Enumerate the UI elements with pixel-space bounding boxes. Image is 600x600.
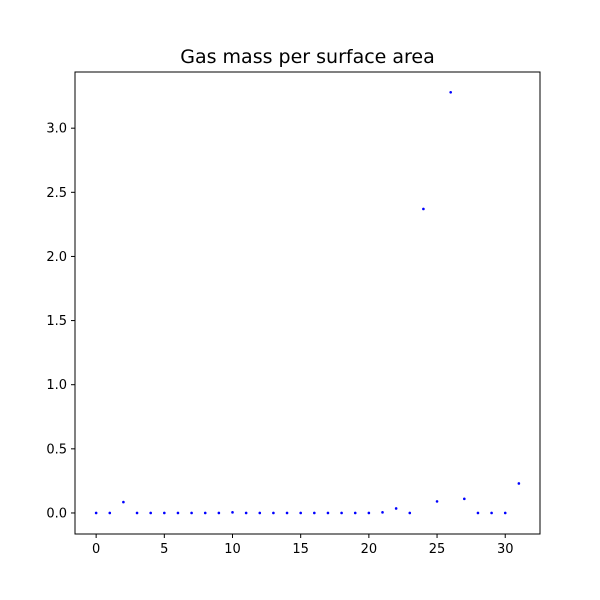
data-point [394, 507, 398, 510]
data-point [176, 511, 180, 515]
data-point [435, 500, 439, 503]
y-tick-label: 0.0 [46, 506, 67, 521]
data-point [449, 90, 452, 94]
data-point [463, 497, 466, 501]
data-point [476, 511, 480, 515]
x-tick-label: 5 [160, 542, 168, 557]
data-point [422, 207, 425, 211]
y-tick-label: 2.0 [46, 250, 67, 265]
plot-area-frame [74, 71, 541, 535]
data-point [122, 500, 125, 504]
y-tick-label: 1.0 [46, 378, 67, 393]
data-point [326, 511, 330, 515]
data-point [340, 511, 343, 515]
data-point [190, 511, 193, 515]
data-point [381, 511, 384, 514]
x-tick-label: 25 [429, 542, 446, 557]
data-point [503, 511, 507, 515]
data-point [94, 511, 98, 515]
data-point [149, 511, 152, 515]
x-tick-label: 30 [497, 542, 514, 557]
x-tick-label: 20 [361, 542, 378, 557]
data-point [203, 511, 207, 515]
data-point [217, 511, 221, 515]
chart-title: Gas mass per surface area [180, 46, 435, 68]
y-axis: 0.0 0.5 1.0 1.5 2.0 2.5 3.0 [46, 122, 75, 521]
y-tick-label: 1.5 [46, 314, 67, 329]
y-tick-label: 2.5 [46, 186, 67, 201]
data-point [367, 511, 371, 515]
data-point [353, 511, 357, 515]
x-tick-label: 0 [92, 542, 100, 557]
data-point [517, 482, 521, 485]
x-tick-label: 10 [224, 542, 241, 557]
data-point [408, 511, 412, 515]
x-tick-label: 15 [292, 542, 309, 557]
data-point [313, 511, 316, 515]
y-tick-label: 3.0 [46, 122, 67, 137]
data-point [231, 511, 234, 514]
scatter-series [94, 90, 521, 515]
data-point [163, 511, 166, 515]
data-point [108, 511, 112, 515]
data-point [272, 511, 275, 515]
data-point [244, 511, 248, 515]
data-point [299, 511, 302, 515]
data-point [135, 511, 139, 515]
x-axis: 0 5 10 15 20 25 30 [92, 534, 514, 557]
y-tick-label: 0.5 [46, 442, 67, 457]
data-point [490, 511, 493, 515]
data-point [285, 511, 289, 515]
data-point [258, 511, 262, 515]
